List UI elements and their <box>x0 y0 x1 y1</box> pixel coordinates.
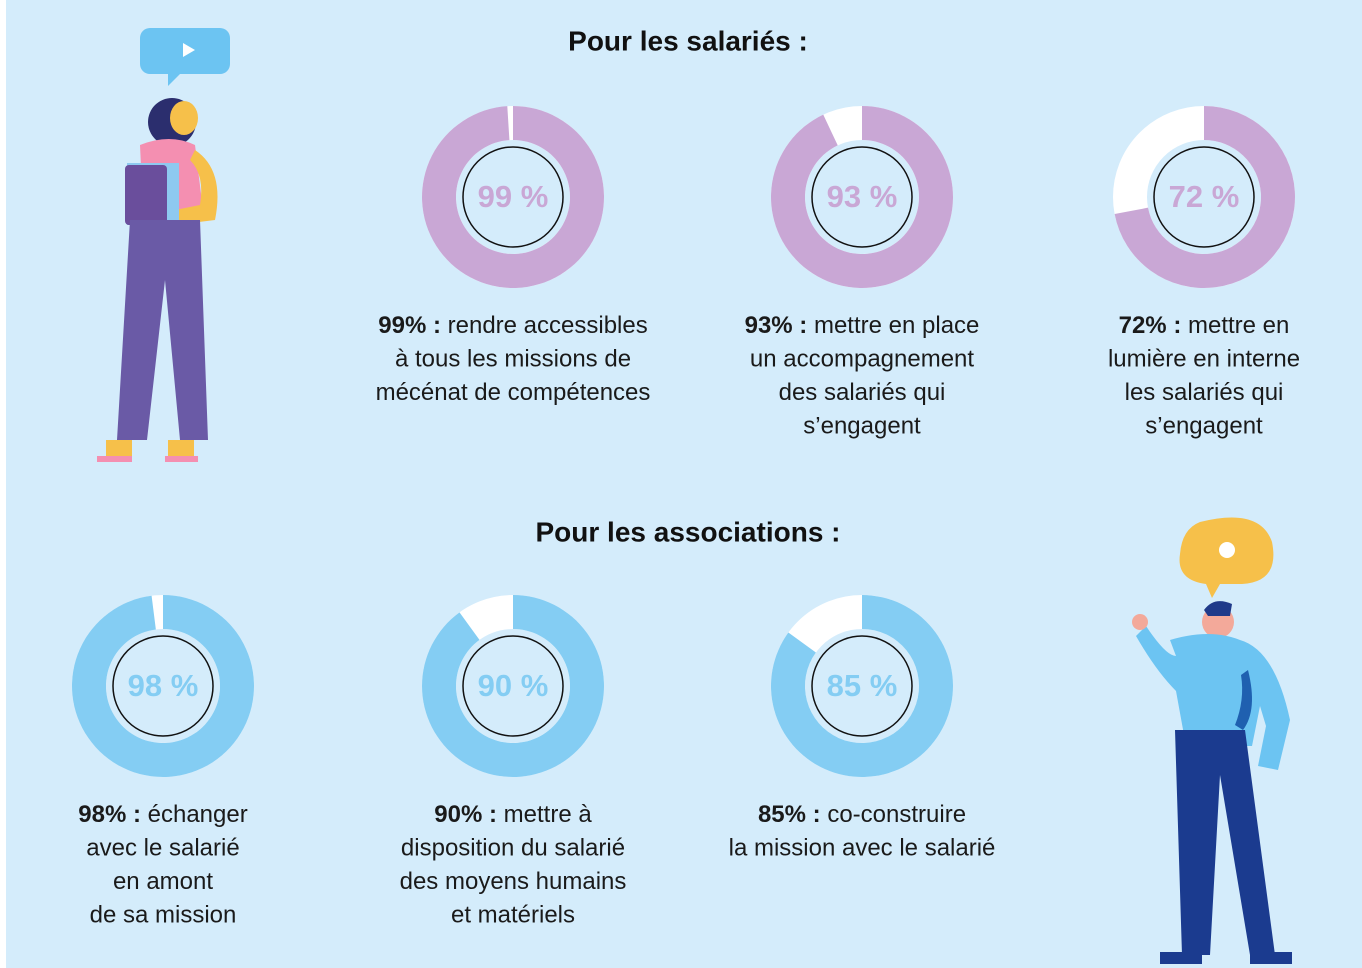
caption-line: des salariés qui <box>779 379 946 406</box>
caption-line: s’engagent <box>803 413 921 440</box>
center-value: 99 % <box>478 179 549 214</box>
caption-line: 85% : co-construire <box>758 801 966 828</box>
caption-text: mettre en <box>1188 312 1289 339</box>
caption-text: échanger <box>148 801 248 828</box>
section-title: Pour les associations : <box>536 516 841 547</box>
caption-text: lumière en interne <box>1108 346 1300 373</box>
caption-line: lumière en interne <box>1108 346 1300 373</box>
caption-text: les salariés qui <box>1125 379 1284 406</box>
caption-text: des salariés qui <box>779 379 946 406</box>
center-value: 85 % <box>827 668 898 703</box>
caption-line: 99% : rendre accessibles <box>378 312 647 339</box>
caption-line: s’engagent <box>1145 413 1263 440</box>
caption-text: s’engagent <box>803 413 921 440</box>
caption-line: et matériels <box>451 902 575 929</box>
caption-line: un accompagnement <box>750 346 974 373</box>
caption-line: à tous les missions de <box>395 346 631 373</box>
caption-line: la mission avec le salarié <box>729 835 996 862</box>
caption-text: mettre à <box>504 801 593 828</box>
caption-text: à tous les missions de <box>395 346 631 373</box>
caption-text: rendre accessibles <box>448 312 648 339</box>
center-value: 72 % <box>1169 179 1240 214</box>
caption-line: 93% : mettre en place <box>745 312 980 339</box>
caption-line: disposition du salarié <box>401 835 625 862</box>
caption-text: en amont <box>113 868 213 895</box>
caption-lead: 98% : <box>78 801 141 828</box>
caption-text: mécénat de compétences <box>376 379 651 406</box>
caption-lead: 85% : <box>758 801 821 828</box>
caption-line: avec le salarié <box>86 835 239 862</box>
caption-line: des moyens humains <box>400 868 627 895</box>
caption-line: 98% : échanger <box>78 801 247 828</box>
caption-text: disposition du salarié <box>401 835 625 862</box>
caption-line: 90% : mettre à <box>434 801 592 828</box>
caption-line: mécénat de compétences <box>376 379 651 406</box>
caption-text: et matériels <box>451 902 575 929</box>
caption-text: co-construire <box>827 801 966 828</box>
caption-line: les salariés qui <box>1125 379 1284 406</box>
section-title: Pour les salariés : <box>568 25 808 56</box>
caption-text: s’engagent <box>1145 413 1263 440</box>
center-value: 90 % <box>478 668 549 703</box>
caption-lead: 90% : <box>434 801 497 828</box>
caption-text: mettre en place <box>814 312 979 339</box>
caption-text: de sa mission <box>90 902 237 929</box>
caption-lead: 93% : <box>745 312 808 339</box>
caption-lead: 72% : <box>1119 312 1182 339</box>
infographic: Pour les salariés : Pour les association… <box>0 0 1362 968</box>
caption-text: des moyens humains <box>400 868 627 895</box>
caption-lead: 99% : <box>378 312 441 339</box>
caption-text: la mission avec le salarié <box>729 835 996 862</box>
caption-line: de sa mission <box>90 902 237 929</box>
caption-text: avec le salarié <box>86 835 239 862</box>
caption-line: en amont <box>113 868 213 895</box>
center-value: 93 % <box>827 179 898 214</box>
center-value: 98 % <box>128 668 199 703</box>
caption-line: 72% : mettre en <box>1119 312 1290 339</box>
caption-text: un accompagnement <box>750 346 974 373</box>
